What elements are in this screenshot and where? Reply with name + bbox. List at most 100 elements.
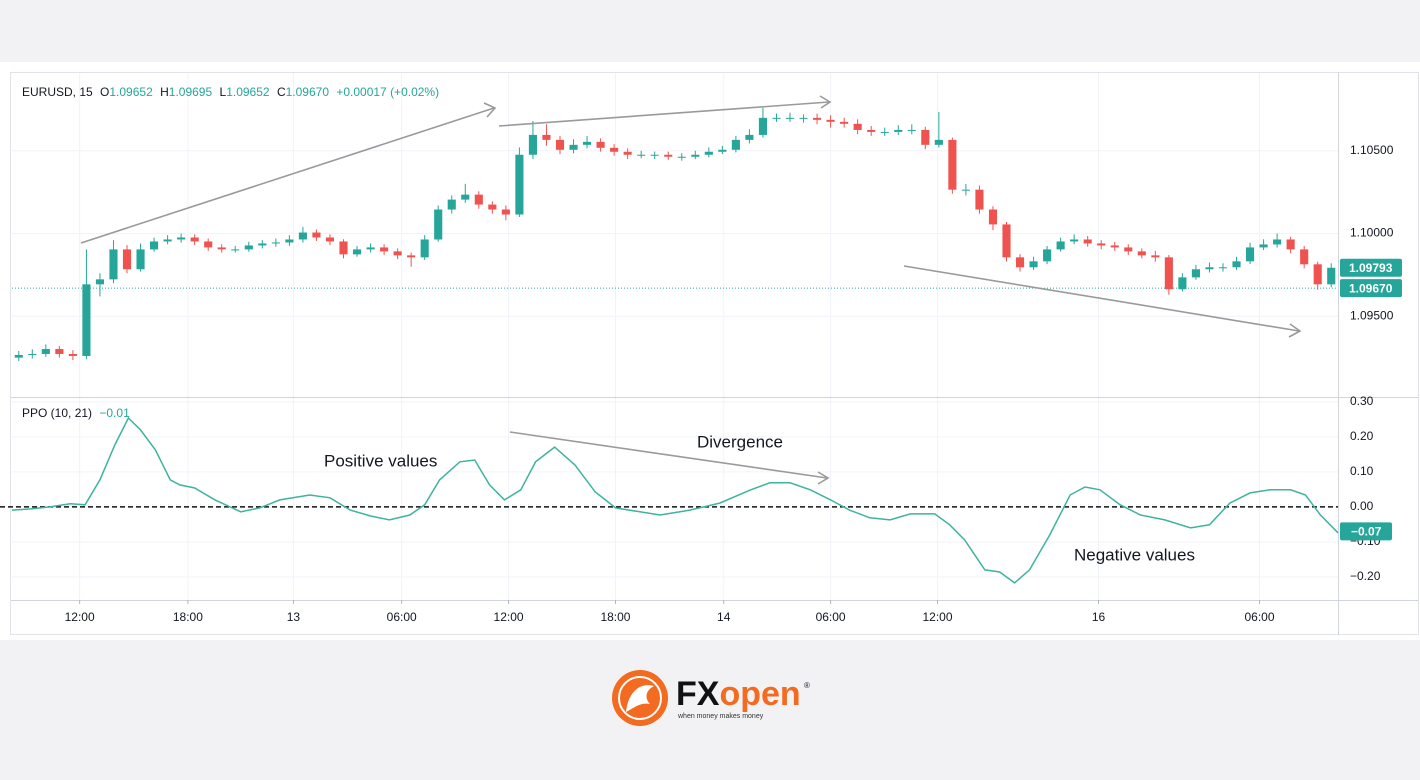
candle-body xyxy=(41,349,50,354)
y-tick-label: 0.30 xyxy=(1350,394,1374,408)
candle-body xyxy=(515,154,524,215)
x-tick-label: 18:00 xyxy=(600,610,630,624)
candle-body xyxy=(934,139,943,145)
candle-body xyxy=(975,189,984,210)
annotation: Positive values xyxy=(324,451,437,470)
candle-body xyxy=(921,129,930,145)
label: L xyxy=(220,85,227,99)
candle-body xyxy=(474,194,483,205)
logo-swirl xyxy=(626,685,654,712)
candle-body xyxy=(1218,267,1228,269)
y-tick-label: 1.10000 xyxy=(1350,226,1394,240)
candle-body xyxy=(204,241,213,248)
y-tick-label: −0.20 xyxy=(1350,569,1381,583)
candle-body xyxy=(434,209,443,240)
candle-body xyxy=(988,209,998,225)
indicator-title: PPO (10, 21) xyxy=(22,406,92,420)
candle-body xyxy=(501,209,510,215)
candle-body xyxy=(95,279,105,285)
candle-body xyxy=(258,243,267,246)
y-tick-label: 1.10500 xyxy=(1350,143,1394,157)
candle-body xyxy=(150,241,159,250)
candle-body xyxy=(880,131,889,133)
candle-body xyxy=(813,117,822,120)
candle-body xyxy=(1043,249,1052,262)
candle-body xyxy=(312,232,321,238)
candle-body xyxy=(758,117,768,135)
candle-body xyxy=(1137,251,1146,256)
price-label-box xyxy=(1340,279,1402,298)
candle-body xyxy=(420,239,429,258)
annotation: Divergence xyxy=(697,432,783,451)
candle-body xyxy=(1124,247,1133,252)
candle-body xyxy=(596,141,605,148)
candle-body xyxy=(82,284,91,356)
candle-body xyxy=(555,139,565,150)
x-tick-label: 16 xyxy=(1092,610,1106,624)
candle-body xyxy=(244,245,253,250)
candle-body xyxy=(542,134,551,140)
candle-body xyxy=(785,117,795,119)
candle-body xyxy=(1205,267,1214,270)
candle-body xyxy=(650,154,659,156)
candle-body xyxy=(826,119,835,122)
divergence-arrow xyxy=(509,431,828,479)
trend-lines xyxy=(80,95,1302,485)
candle-body xyxy=(271,242,280,244)
candle-body xyxy=(177,237,186,240)
candle-body xyxy=(325,237,335,242)
candle-body xyxy=(366,247,375,250)
x-tick-label: 18:00 xyxy=(173,610,203,624)
x-tick-label: 12:00 xyxy=(494,610,524,624)
arrow-head xyxy=(819,95,832,109)
logo-text: FXopen xyxy=(676,675,801,713)
candle-body xyxy=(1273,239,1282,245)
label: H xyxy=(160,85,169,99)
candle-body xyxy=(380,247,389,252)
candle-body xyxy=(163,239,172,242)
x-tick-label: 14 xyxy=(717,610,731,624)
candle-body xyxy=(1083,239,1092,244)
x-tick-label: 13 xyxy=(287,610,301,624)
candle-body xyxy=(407,255,416,258)
candle-body xyxy=(352,249,362,255)
candle-body xyxy=(136,249,145,270)
label: C xyxy=(277,85,286,99)
candle-body xyxy=(122,249,132,270)
candle-body xyxy=(1313,264,1322,285)
arrow-head xyxy=(817,471,830,485)
y-tick-label: 0.10 xyxy=(1350,464,1374,478)
trend-arrow xyxy=(80,107,495,244)
candle-body xyxy=(1151,255,1160,258)
candle-body xyxy=(14,354,23,358)
candle-body xyxy=(1191,269,1200,278)
candle-body xyxy=(623,151,632,155)
candle-body xyxy=(894,129,903,132)
annotation: Negative values xyxy=(1074,545,1195,564)
candle-body xyxy=(799,117,808,119)
ppo-line xyxy=(11,416,1339,584)
candle-body xyxy=(718,149,727,152)
logo-open: open xyxy=(719,675,800,713)
candle-body xyxy=(1245,247,1255,262)
candle-body xyxy=(1178,277,1187,290)
candle-body xyxy=(1300,249,1309,265)
value-label-box xyxy=(1340,522,1392,541)
candle-body xyxy=(637,154,646,156)
price-label: 1.09793 xyxy=(1349,261,1393,275)
change: +0.00017 (+0.02%) xyxy=(336,85,439,99)
candle-body xyxy=(1029,261,1038,268)
logo-ring xyxy=(618,676,662,720)
value: 1.09652 xyxy=(109,85,153,99)
candle-body xyxy=(1015,257,1025,268)
candle-body xyxy=(190,237,199,242)
indicator-header: PPO (10, 21) −0.01 xyxy=(22,406,130,420)
candle-body xyxy=(68,353,77,356)
candle-body xyxy=(772,117,781,119)
price-label-box xyxy=(1340,258,1402,277)
chart-frame xyxy=(10,72,1419,635)
x-tick-label: 06:00 xyxy=(1245,610,1275,624)
label: O xyxy=(100,85,109,99)
x-tick-label: 12:00 xyxy=(922,610,952,624)
grid xyxy=(12,73,1338,600)
